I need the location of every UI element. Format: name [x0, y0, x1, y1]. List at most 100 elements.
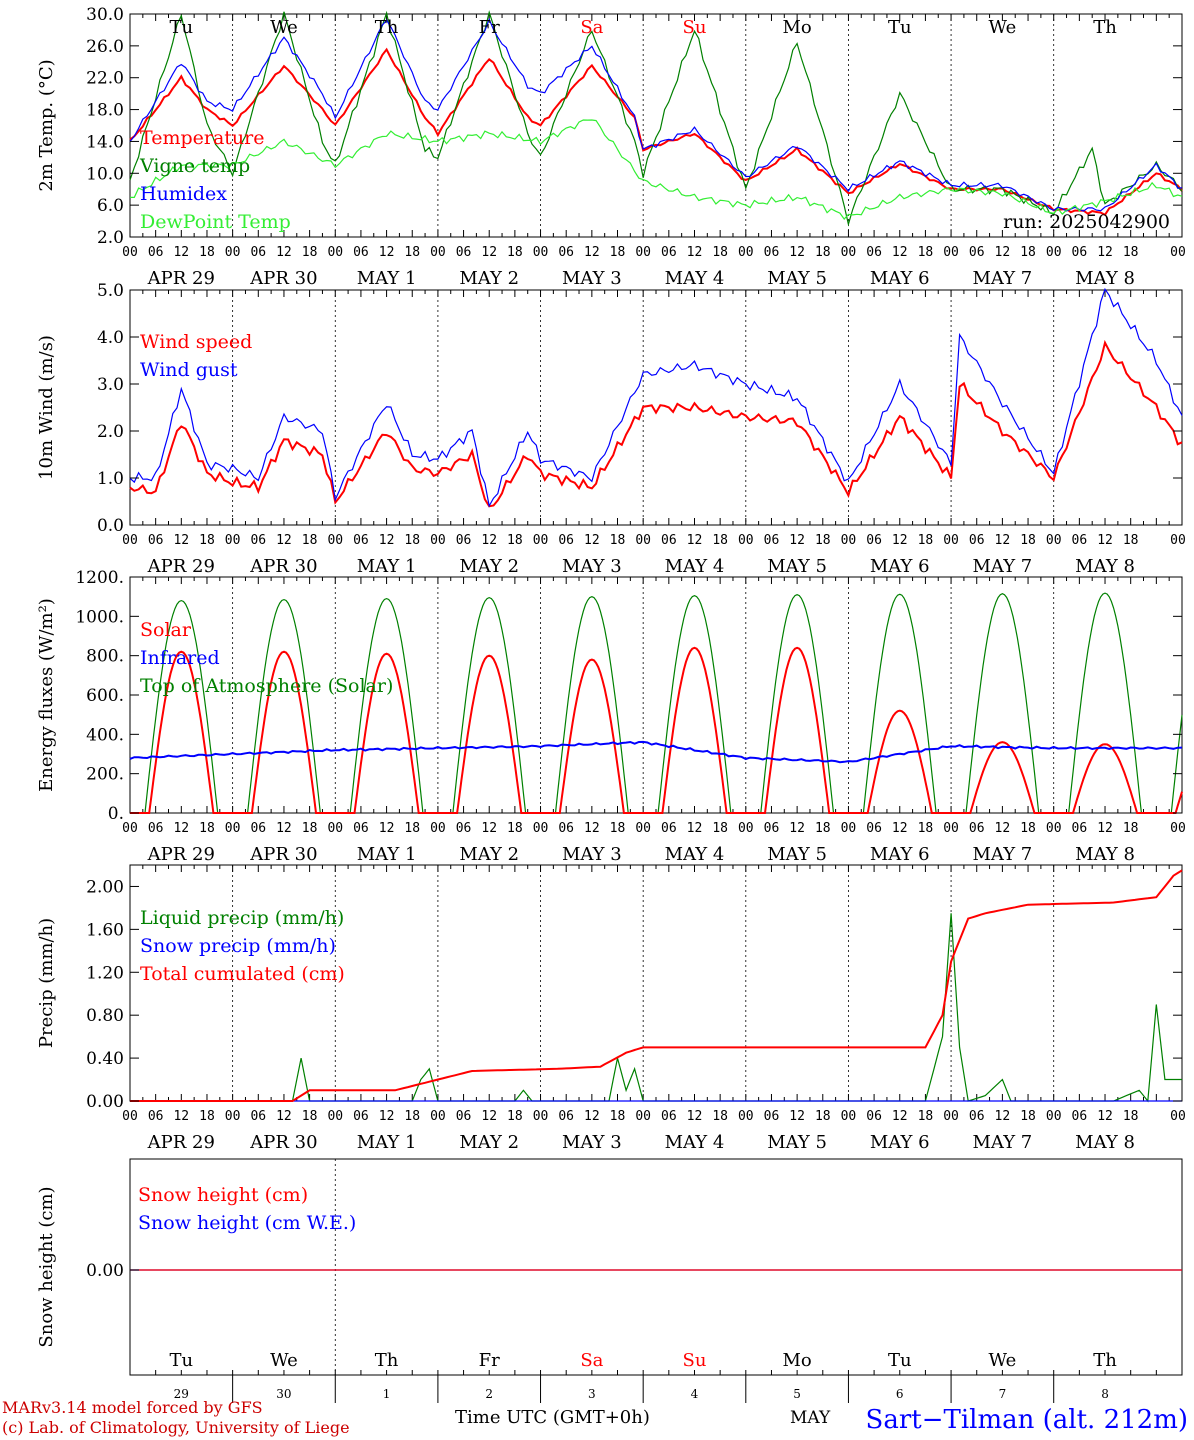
y-axis-label: Energy fluxes (W/m²) [36, 598, 57, 792]
date-label: MAY 7 [973, 844, 1033, 865]
hour-tick-label: 06 [969, 533, 985, 548]
panel-wind: 0.0 1.0 2.0 3.0 4.0 5.0 10m Wind (m/s) 00 06 12 18… [36, 281, 1186, 577]
hour-tick-label: 06 [148, 1109, 164, 1124]
hour-tick-label: 00 [738, 1109, 754, 1124]
hour-tick-label: 18 [610, 533, 626, 548]
hour-tick-label: 12 [276, 245, 292, 260]
hour-tick-label: 12 [379, 821, 395, 836]
hour-tick-label: 18 [199, 1109, 215, 1124]
hour-tick-label: 18 [815, 245, 831, 260]
hour-tick-label: 18 [712, 821, 728, 836]
hour-tick-label: 12 [892, 1109, 908, 1124]
date-label: MAY 3 [562, 1132, 622, 1153]
hour-tick-label: 00 [943, 1109, 959, 1124]
hour-tick-label: 12 [1097, 533, 1113, 548]
y-tick-label: 30.0 [86, 5, 124, 25]
legend-entry: Temperature [140, 127, 264, 149]
hour-tick-label: 12 [481, 533, 497, 548]
day-name-label: Th [375, 1350, 399, 1371]
series-line [129, 339, 1183, 508]
hour-tick-label: 06 [250, 821, 266, 836]
hour-tick-label: 18 [1123, 1109, 1139, 1124]
y-tick-label: 1000. [75, 607, 124, 627]
hour-tick-label: 06 [866, 533, 882, 548]
date-label: MAY 5 [767, 268, 827, 289]
y-tick-label: 0.40 [86, 1049, 124, 1069]
hour-tick-label: 06 [661, 821, 677, 836]
series-line [129, 47, 1183, 217]
date-label: MAY 7 [973, 1132, 1033, 1153]
hour-tick-label: 12 [995, 821, 1011, 836]
date-label: MAY 5 [767, 844, 827, 865]
hour-tick-label: 18 [712, 533, 728, 548]
series-line [129, 740, 1183, 764]
hour-tick-label: 06 [353, 821, 369, 836]
series-line [129, 17, 1183, 212]
date-label: MAY 4 [665, 268, 725, 289]
y-tick-label: 10.0 [86, 164, 124, 184]
hour-tick-label: 12 [276, 533, 292, 548]
hour-tick-label: 18 [918, 245, 934, 260]
date-label: MAY 3 [562, 844, 622, 865]
hour-tick-label: 00 [225, 245, 241, 260]
hour-tick-label: 18 [712, 1109, 728, 1124]
hour-tick-label: 00 [122, 533, 138, 548]
hour-tick-label: 12 [1097, 1109, 1113, 1124]
hour-tick-label: 00 [738, 533, 754, 548]
y-tick-label: 1.20 [86, 963, 124, 983]
day-name-label: Fr [479, 17, 500, 38]
hour-tick-label: 12 [276, 821, 292, 836]
hour-tick-label: 12 [173, 533, 189, 548]
hour-tick-label: 12 [379, 533, 395, 548]
hour-tick-label: 00 [327, 1109, 343, 1124]
hour-tick-label: 12 [584, 821, 600, 836]
hour-tick-label: 18 [918, 1109, 934, 1124]
hour-tick-label: 12 [892, 821, 908, 836]
date-label: MAY 4 [665, 556, 725, 577]
y-tick-label: 22.0 [86, 69, 124, 89]
hour-tick-label: 00 [943, 533, 959, 548]
hour-tick-label: 18 [199, 821, 215, 836]
hour-tick-label: 00 [738, 821, 754, 836]
hour-tick-label: 00 [430, 1109, 446, 1124]
y-tick-label: 0.0 [97, 516, 124, 536]
hour-tick-label: 00 [1046, 821, 1062, 836]
legend-entry: Wind speed [140, 331, 252, 353]
hour-tick-label: 12 [789, 1109, 805, 1124]
y-tick-label: 600. [86, 686, 124, 706]
y-tick-label: 3.0 [97, 375, 124, 395]
date-label: MAY 8 [1075, 1132, 1135, 1153]
hour-tick-label: 18 [302, 821, 318, 836]
hour-tick-label: 18 [1123, 245, 1139, 260]
hour-tick-label: 18 [404, 1109, 420, 1124]
panel-temperature: 2.0 6.0 10.0 14.0 18.0 22.0 26.0 30.0 2m Temp. (… [36, 5, 1186, 289]
hour-tick-label: 06 [456, 1109, 472, 1124]
y-tick-label: 1200. [75, 568, 124, 588]
hour-tick-label: 06 [866, 821, 882, 836]
day-name-label: Mo [782, 17, 811, 38]
hour-tick-label: 18 [1123, 821, 1139, 836]
hour-tick-label: 00 [122, 245, 138, 260]
y-axis-label: 10m Wind (m/s) [36, 335, 57, 480]
hour-tick-label: 18 [507, 821, 523, 836]
date-label: APR 30 [249, 268, 317, 289]
panel-energy: 0. 200. 400. 600. 800. 1000. 1200. Energy fluxe… [36, 568, 1186, 865]
hour-tick-label: 00 [122, 821, 138, 836]
hour-tick-label: 06 [969, 1109, 985, 1124]
date-label: MAY 1 [357, 844, 417, 865]
hour-tick-label: 18 [302, 533, 318, 548]
hour-tick-label: 12 [789, 245, 805, 260]
hour-tick-label: 18 [610, 245, 626, 260]
hour-tick-label: 18 [404, 533, 420, 548]
date-label: MAY 4 [665, 1132, 725, 1153]
hour-tick-label: 00 [1170, 533, 1186, 548]
hour-tick-label: 06 [866, 245, 882, 260]
hour-tick-label: 00 [430, 821, 446, 836]
hour-tick-label: 00 [1170, 245, 1186, 260]
date-label: MAY 1 [357, 1132, 417, 1153]
hour-tick-label: 18 [1020, 1109, 1036, 1124]
hour-tick-label: 06 [764, 1109, 780, 1124]
day-number-label: 3 [588, 1387, 596, 1401]
y-tick-label: 2.00 [86, 877, 124, 897]
hour-tick-label: 00 [1170, 1109, 1186, 1124]
